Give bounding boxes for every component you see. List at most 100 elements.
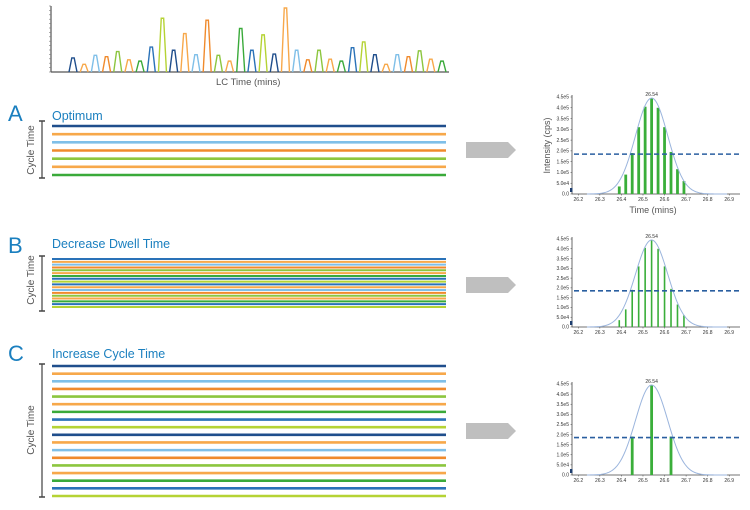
peak-y-tick-label: 2.5e5 — [556, 422, 569, 428]
peak-y-tick-label: 3.0e5 — [556, 127, 569, 133]
peak-bar — [669, 151, 673, 194]
peak-y-tick-label: 1.0e5 — [556, 305, 569, 311]
lc-peak — [303, 59, 313, 73]
lc-peak — [68, 57, 78, 73]
peak-x-tick-label: 26.6 — [660, 478, 670, 484]
peak-bar — [650, 98, 654, 194]
peak-y-tick-label: 2.5e5 — [556, 276, 569, 282]
lc-peak — [280, 7, 291, 73]
peak-apex-label: 26.54 — [645, 234, 658, 240]
peak-x-tick-label: 26.4 — [617, 330, 627, 336]
lc-peak — [213, 54, 224, 73]
panel-a-letter: A — [8, 101, 23, 126]
peak-bar — [663, 266, 666, 327]
peak-bar — [650, 239, 653, 327]
peak-y-tick-label: 2.5e5 — [556, 138, 569, 144]
peak-y-tick-label: 2.0e5 — [556, 432, 569, 438]
peak-x-tick-label: 26.9 — [724, 197, 734, 203]
peak-y-tick-label: 0.0 — [562, 473, 569, 479]
peak-y-tick-label: 1.5e5 — [556, 159, 569, 165]
peak-y-tick-label: 4.0e5 — [556, 392, 569, 398]
peak-bar — [631, 289, 634, 327]
panel-b-dwell-lines — [39, 255, 446, 312]
panel-a-title: Optimum — [52, 109, 103, 123]
lc-peak — [202, 19, 212, 73]
peak-bar — [617, 186, 621, 194]
peak-y-tick-label: 3.5e5 — [556, 402, 569, 408]
peak-y-tick-label: 4.5e5 — [556, 382, 569, 388]
arrow-b-shape — [466, 277, 516, 293]
arrow-c — [466, 423, 516, 439]
arrow-a — [466, 142, 516, 158]
peak-y-tick-label: 1.0e5 — [556, 170, 569, 176]
panel-c-title: Increase Cycle Time — [52, 347, 166, 361]
peak-x-tick-label: 26.2 — [573, 197, 583, 203]
peak-y-tick-label: 3.0e5 — [556, 266, 569, 272]
peak-bar — [643, 106, 647, 194]
lc-peak — [414, 50, 425, 73]
peak-y-tick-label: 2.0e5 — [556, 149, 569, 155]
peak-y-tick-label: 4.5e5 — [556, 237, 569, 243]
peak-x-tick-label: 26.8 — [703, 330, 713, 336]
peak-x-tick-label: 26.6 — [660, 197, 670, 203]
peak-x-tick-label: 26.6 — [660, 330, 670, 336]
peak-y-tick-label: 1.5e5 — [556, 295, 569, 301]
peak-y-tick-label: 3.0e5 — [556, 412, 569, 418]
lc-peak — [124, 59, 134, 73]
peak-bar — [618, 320, 621, 327]
peak-bar — [669, 436, 673, 475]
lc-peak — [325, 58, 335, 73]
axis-origin-marker — [570, 321, 573, 325]
peak-x-tick-label: 26.7 — [681, 197, 691, 203]
lc-peak — [347, 46, 358, 73]
peak-chart-c: 0.0 5.0e4 1.0e5 1.5e5 2.0e5 2.5e5 3.0e5 3.5e5 4.… — [556, 379, 740, 484]
peak-bar — [624, 309, 627, 327]
peak-bar — [657, 248, 659, 327]
peak-y-tick-label: 5.0e4 — [556, 181, 569, 187]
lc-peak — [392, 54, 402, 73]
peak-y-axis-label: Intensity (cps) — [542, 117, 552, 173]
peak-x-tick-label: 26.4 — [617, 197, 627, 203]
lc-peak — [146, 46, 156, 73]
lc-peak — [224, 60, 235, 73]
panel-b-title: Decrease Dwell Time — [52, 237, 171, 251]
lc-peak — [336, 60, 347, 73]
lc-peak — [403, 55, 414, 73]
peak-x-axis-label: Time (mins) — [629, 205, 676, 215]
panel-a-dwell-lines — [39, 120, 446, 179]
peak-bar — [637, 266, 640, 327]
peak-y-tick-label: 3.5e5 — [556, 256, 569, 262]
lc-peak — [157, 17, 168, 73]
gaussian-curve — [586, 97, 728, 195]
peak-y-tick-label: 5.0e4 — [556, 463, 569, 469]
peak-bar — [656, 107, 660, 194]
peak-y-tick-label: 1.5e5 — [556, 442, 569, 448]
lc-peak — [247, 49, 257, 73]
peak-y-tick-label: 2.0e5 — [556, 286, 569, 292]
gaussian-curve — [586, 384, 728, 476]
panel-b-letter: B — [8, 233, 23, 258]
peak-x-tick-label: 26.2 — [573, 478, 583, 484]
lc-peak — [426, 58, 436, 73]
lc-peak — [113, 50, 123, 73]
peak-y-tick-label: 5.0e4 — [556, 315, 569, 321]
arrow-a-shape — [466, 142, 516, 158]
arrow-b — [466, 277, 516, 293]
lc-peak — [191, 54, 201, 73]
axis-origin-marker — [570, 469, 573, 473]
peak-x-tick-label: 26.9 — [724, 478, 734, 484]
lc-chromatogram — [49, 5, 449, 73]
peak-x-tick-label: 26.9 — [724, 330, 734, 336]
lc-peak — [381, 63, 391, 73]
peak-y-tick-label: 4.0e5 — [556, 246, 569, 252]
peak-bar — [624, 174, 628, 194]
peak-bar — [650, 385, 654, 475]
lc-peak — [168, 49, 179, 73]
peak-x-tick-label: 26.7 — [681, 330, 691, 336]
panel-c-dwell-lines — [39, 363, 446, 498]
lc-peak — [370, 54, 380, 73]
lc-peak — [135, 60, 145, 73]
peak-x-tick-label: 26.3 — [595, 330, 605, 336]
peak-y-tick-label: 0.0 — [562, 192, 569, 198]
peak-y-tick-label: 4.5e5 — [556, 95, 569, 101]
